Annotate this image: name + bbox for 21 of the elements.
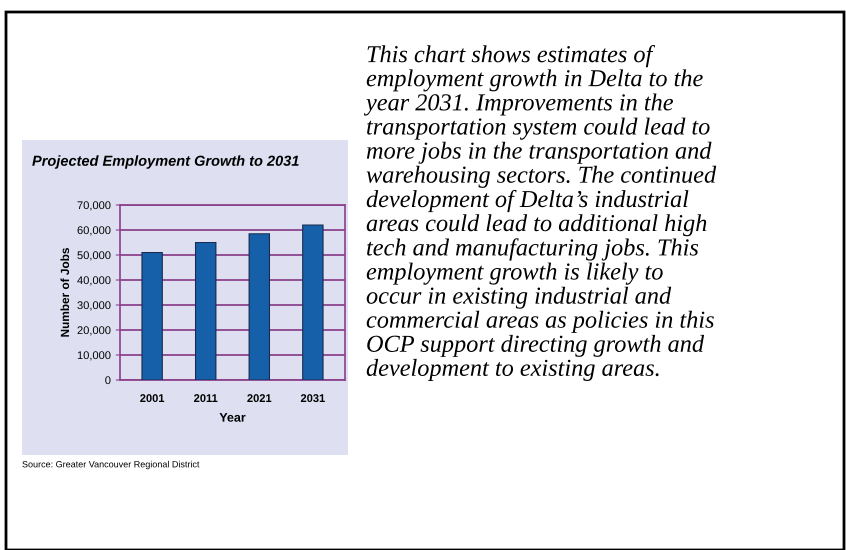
y-tick-label: 40,000 — [77, 276, 111, 286]
y-axis-title: Number of Jobs — [60, 248, 70, 337]
text: This chart shows estimates of employment growth in Delta to the year 2031. Improvements in the transportation system could lead to more jobs in the transportation and warehousing sectors. The continued development of Delta’s industrial areas could lead to additional high tech and manufacturing jobs. This employment growth is likely to occur in existing industrial and commercial areas as policies in this OCP support directing growth and development to existing areas. — [364, 45, 716, 381]
x-tick-label: 2011 — [194, 394, 218, 402]
y-tick-label: 70,000 — [78, 201, 111, 210]
y-tick-label: 10,000 — [78, 351, 111, 360]
chart-title: Projected Employment Growth to 2031 — [32, 155, 299, 169]
bar — [302, 224, 324, 380]
x-axis-title: Year — [220, 413, 246, 422]
x-tick-label: 2031 — [300, 394, 325, 402]
bar — [248, 233, 270, 380]
x-tick-label: 2021 — [247, 394, 272, 402]
bar — [194, 242, 216, 380]
y-tick-label: 60,000 — [78, 226, 111, 236]
source-note: Source: Greater Vancouver Regional District — [22, 460, 200, 470]
y-tick-label: 30,000 — [77, 301, 111, 310]
x-tick-label: 2001 — [140, 394, 164, 402]
y-tick-label: 50,000 — [77, 251, 111, 260]
y-tick-label: 20,000 — [78, 326, 111, 336]
y-tick-label: 0 — [105, 376, 111, 384]
bar — [141, 252, 163, 380]
